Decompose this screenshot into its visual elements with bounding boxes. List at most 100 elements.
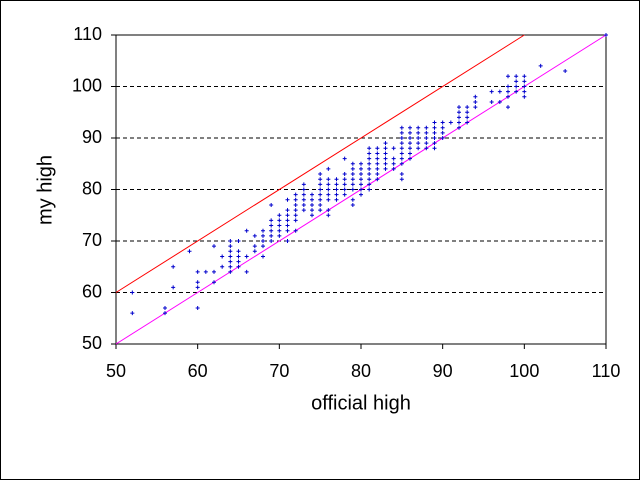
scatter-point xyxy=(506,89,510,94)
y-axis-title: my high xyxy=(34,155,56,225)
scatter-point xyxy=(497,89,502,94)
scatter-point xyxy=(350,161,355,166)
scatter-point xyxy=(399,151,404,156)
scatter-point xyxy=(350,182,355,187)
scatter-point xyxy=(375,177,380,182)
scatter-point xyxy=(416,130,421,135)
scatter-point xyxy=(342,172,347,177)
scatter-point xyxy=(326,182,331,187)
scatter-point xyxy=(310,208,314,213)
scatter-point xyxy=(367,182,372,187)
scatter-point xyxy=(514,74,519,79)
scatter-point xyxy=(269,239,274,243)
scatter-point xyxy=(522,79,527,84)
scatter-point xyxy=(350,187,355,192)
scatter-point xyxy=(252,244,257,249)
scatter-point xyxy=(342,182,347,187)
scatter-point xyxy=(261,239,265,243)
scatter-point xyxy=(383,166,388,171)
scatter-point xyxy=(301,208,306,213)
scatter-point xyxy=(130,290,135,295)
scatter-point xyxy=(359,172,363,177)
scatter-point xyxy=(301,202,306,207)
scatter-point xyxy=(367,166,372,171)
scatter-point xyxy=(457,105,461,110)
scatter-point xyxy=(399,156,404,161)
scatter-point xyxy=(293,218,298,223)
scatter-point xyxy=(367,187,372,192)
scatter-point xyxy=(244,269,249,274)
scatter-point xyxy=(506,105,510,110)
scatter-point xyxy=(375,151,380,156)
scatter-point xyxy=(424,141,429,146)
scatter-point xyxy=(408,146,412,151)
scatter-point xyxy=(383,141,388,146)
scatter-point xyxy=(408,151,412,156)
scatter-point xyxy=(424,136,429,140)
scatter-point xyxy=(522,89,527,94)
scatter-point xyxy=(318,172,323,177)
scatter-point xyxy=(359,161,363,166)
scatter-point xyxy=(342,187,347,192)
scatter-point xyxy=(383,146,388,151)
scatter-point xyxy=(465,115,470,120)
scatter-point xyxy=(277,223,282,228)
scatter-point xyxy=(391,161,396,166)
scatter-point xyxy=(334,187,339,192)
scatter-point xyxy=(293,197,298,202)
scatter-point xyxy=(399,172,404,177)
scatter-point xyxy=(350,197,355,202)
scatter-point xyxy=(399,136,404,140)
scatter-point xyxy=(326,177,331,182)
scatter-point xyxy=(228,264,233,269)
scatter-point xyxy=(277,233,282,238)
scatter-point xyxy=(457,120,461,125)
scatter-point xyxy=(383,156,388,161)
scatter-point xyxy=(391,166,396,171)
x-tick-label: 90 xyxy=(433,361,453,381)
scatter-point xyxy=(457,110,461,115)
scatter-point xyxy=(318,182,323,187)
scatter-point xyxy=(326,197,331,202)
scatter-point xyxy=(293,213,298,218)
scatter-point xyxy=(318,197,323,202)
scatter-point xyxy=(432,136,437,140)
scatter-point xyxy=(130,311,135,316)
scatter-point xyxy=(440,120,445,125)
scatter-point xyxy=(269,228,274,233)
y-tick-label: 100 xyxy=(72,75,102,95)
scatter-point xyxy=(318,208,323,213)
scatter-point xyxy=(310,202,314,207)
scatter-point xyxy=(285,197,290,202)
scatter-point xyxy=(301,192,306,197)
scatter-point xyxy=(310,192,314,197)
scatter-point xyxy=(522,84,527,89)
scatter-point xyxy=(408,136,412,140)
scatter-point xyxy=(318,192,323,197)
scatter-point xyxy=(375,156,380,161)
scatter-point xyxy=(228,244,233,249)
scatter-point xyxy=(171,264,176,269)
scatter-point xyxy=(195,269,200,274)
scatter-point xyxy=(285,208,290,213)
scatter-point xyxy=(285,218,290,223)
scatter-point xyxy=(326,166,331,171)
scatter-point xyxy=(228,254,233,259)
scatter-point xyxy=(408,125,412,130)
y-tick-label: 80 xyxy=(82,178,102,198)
scatter-point xyxy=(408,156,412,161)
scatter-point xyxy=(359,182,363,187)
scatter-point xyxy=(326,187,331,192)
scatter-point xyxy=(563,69,568,74)
scatter-point xyxy=(383,151,388,156)
scatter-point xyxy=(375,172,380,177)
scatter-point xyxy=(424,130,429,135)
x-axis-title: official high xyxy=(311,392,411,414)
scatter-point xyxy=(220,264,225,269)
scatter-point xyxy=(367,161,372,166)
scatter-point xyxy=(359,192,363,197)
scatter-point xyxy=(261,233,265,238)
scatter-point xyxy=(203,269,208,274)
scatter-point xyxy=(195,280,200,285)
scatter-point xyxy=(391,146,396,151)
